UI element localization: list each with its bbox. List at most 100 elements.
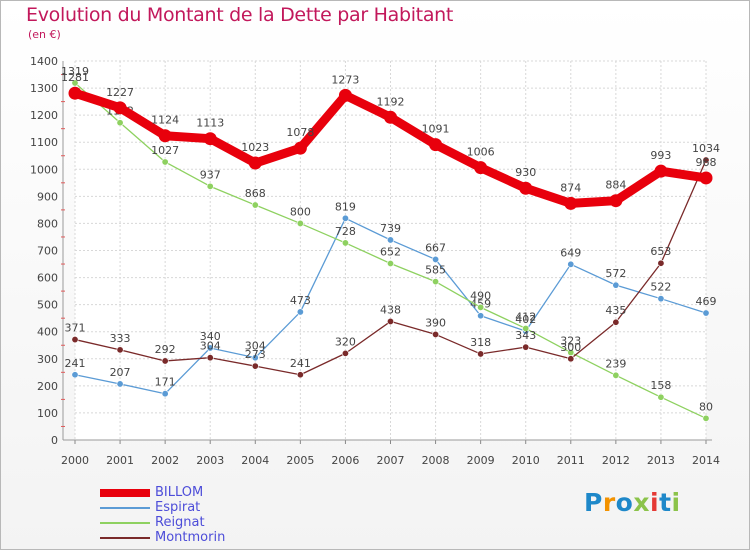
data-point <box>567 355 575 363</box>
logo-letter: i <box>671 488 681 517</box>
legend-label: Espirat <box>155 500 201 515</box>
data-label: 1113 <box>196 117 224 130</box>
x-tick-label: 2003 <box>196 454 224 467</box>
data-point <box>702 309 710 317</box>
data-label: 304 <box>245 340 266 353</box>
data-point <box>71 79 79 87</box>
legend-item-reignat: Reignat <box>100 515 300 531</box>
data-label: 930 <box>515 166 536 179</box>
data-label: 171 <box>155 376 176 389</box>
data-label: 241 <box>65 357 86 370</box>
data-point <box>161 357 169 365</box>
data-point <box>477 350 485 358</box>
data-point <box>206 344 214 352</box>
data-label: 469 <box>696 295 717 308</box>
proxiti-logo: Proxiti <box>584 488 681 517</box>
data-point <box>341 239 349 247</box>
data-point <box>519 181 533 195</box>
chart-title: Evolution du Montant de la Dette par Hab… <box>26 4 454 26</box>
data-point <box>477 312 485 320</box>
data-point <box>564 196 578 210</box>
legend-label: Reignat <box>155 515 205 530</box>
data-label: 739 <box>380 222 401 235</box>
data-label: 1023 <box>241 141 269 154</box>
data-point <box>161 390 169 398</box>
data-label: 371 <box>65 322 86 335</box>
data-point <box>654 164 668 178</box>
data-point <box>657 295 665 303</box>
legend-swatch <box>100 489 150 497</box>
legend-item-montmorin: Montmorin <box>100 530 300 546</box>
data-label: 1273 <box>331 73 359 86</box>
data-point <box>338 88 352 102</box>
chart-subtitle: (en €) <box>28 28 61 41</box>
x-tick-label: 2013 <box>647 454 675 467</box>
data-point <box>296 308 304 316</box>
series-billom: 1281 1227 1124 1113 1023 1078 1273 1192 1091 1006… <box>61 71 717 210</box>
data-point <box>432 255 440 263</box>
data-point <box>341 214 349 222</box>
data-label: 1034 <box>692 142 720 155</box>
data-label: 728 <box>335 225 356 238</box>
y-tick-label: 500 <box>37 299 58 312</box>
data-label: 390 <box>425 316 446 329</box>
data-label: 402 <box>515 313 536 326</box>
data-point <box>474 161 488 175</box>
data-point <box>612 371 620 379</box>
y-tick-label: 700 <box>37 245 58 258</box>
data-point <box>609 194 623 208</box>
data-label: 652 <box>380 245 401 258</box>
data-label: 572 <box>605 267 626 280</box>
data-label: 292 <box>155 343 176 356</box>
data-label: 239 <box>605 357 626 370</box>
data-point <box>71 336 79 344</box>
data-label: 340 <box>200 330 221 343</box>
data-label: 653 <box>650 245 671 258</box>
data-point <box>386 317 394 325</box>
y-tick-label: 600 <box>37 272 58 285</box>
y-tick-label: 1000 <box>30 163 58 176</box>
data-label: 318 <box>470 336 491 349</box>
legend-label: Montmorin <box>155 530 226 545</box>
data-label: 800 <box>290 205 311 218</box>
y-tick-label: 1200 <box>30 109 58 122</box>
data-label: 435 <box>605 304 626 317</box>
data-label: 968 <box>696 156 717 169</box>
data-label: 1192 <box>377 95 405 108</box>
data-label: 649 <box>560 246 581 259</box>
legend-swatch <box>100 507 150 509</box>
data-point <box>203 132 217 146</box>
data-point <box>296 219 304 227</box>
data-label: 1027 <box>151 144 179 157</box>
data-label: 207 <box>110 366 131 379</box>
legend-swatch <box>100 537 150 539</box>
data-label: 323 <box>560 335 581 348</box>
data-point <box>116 346 124 354</box>
data-point <box>251 354 259 362</box>
data-label: 667 <box>425 241 446 254</box>
data-point <box>296 371 304 379</box>
data-label: 273 <box>245 348 266 361</box>
data-point <box>432 278 440 286</box>
logo-letter: i <box>650 488 660 517</box>
data-label: 473 <box>290 294 311 307</box>
data-label: 158 <box>650 379 671 392</box>
data-label: 1124 <box>151 114 179 127</box>
data-label: 412 <box>515 310 536 323</box>
data-label: 320 <box>335 335 356 348</box>
data-point <box>293 141 307 155</box>
y-tick-label: 1300 <box>30 82 58 95</box>
data-point <box>522 343 530 351</box>
legend-swatch <box>100 522 150 524</box>
data-label: 1006 <box>467 146 495 159</box>
data-label: 300 <box>560 341 581 354</box>
x-tick-label: 2014 <box>692 454 720 467</box>
data-point <box>657 259 665 267</box>
x-tick-label: 2008 <box>422 454 450 467</box>
x-tick-label: 2002 <box>151 454 179 467</box>
logo-letter: x <box>633 488 650 517</box>
data-point <box>384 110 397 124</box>
data-label: 80 <box>699 400 713 413</box>
